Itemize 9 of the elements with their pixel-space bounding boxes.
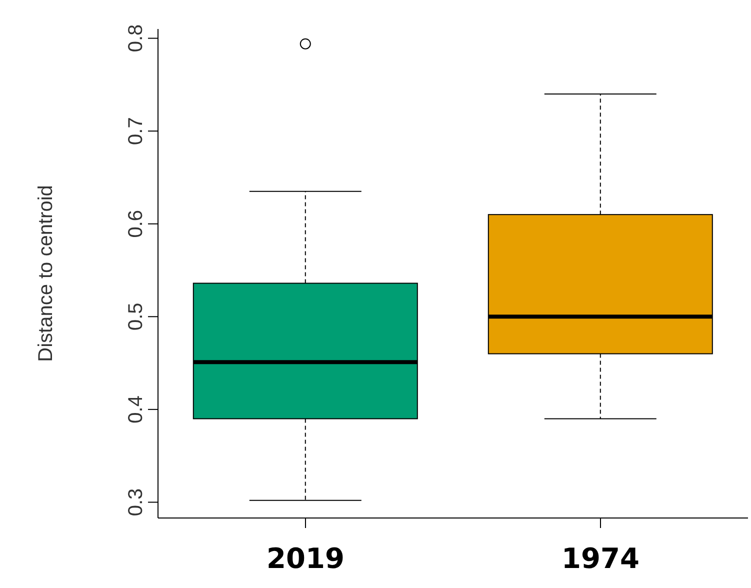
y-tick-label: 0.4 [125,396,147,424]
x-tick-label: 1974 [562,542,640,575]
y-tick-label: 0.7 [125,117,147,145]
y-tick-label: 0.5 [125,302,147,331]
y-tick-label: 0.6 [125,210,147,238]
y-tick-label: 0.8 [125,24,147,52]
y-tick-label: 0.3 [125,488,147,516]
x-tick-label: 2019 [266,542,344,575]
y-axis-title: Distance to centroid [35,185,58,362]
